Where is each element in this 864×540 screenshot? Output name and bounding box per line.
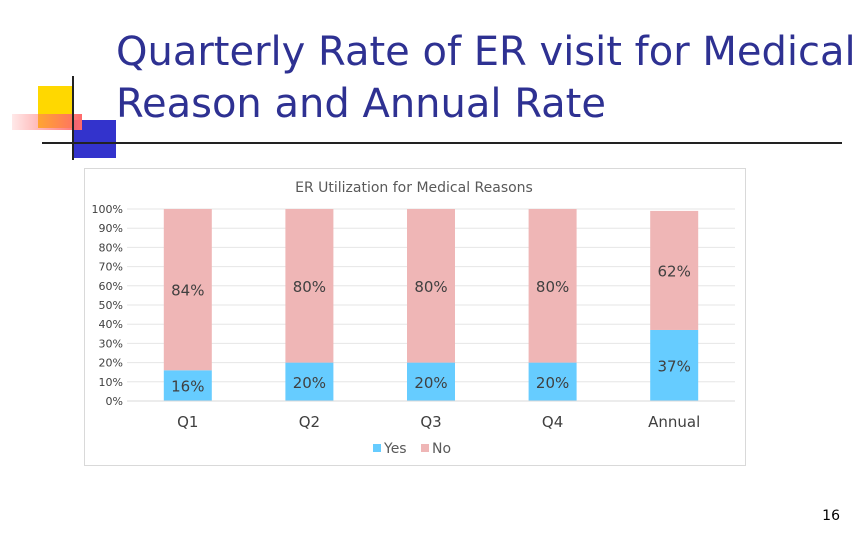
data-label-yes: 20% — [293, 374, 326, 392]
y-tick-label: 20% — [99, 357, 123, 370]
y-tick-label: 30% — [99, 337, 123, 350]
y-tick-label: 70% — [99, 261, 123, 274]
legend-swatch-yes — [373, 444, 381, 452]
decorative-horizontal-line — [42, 142, 842, 144]
bar-yes-q3 — [407, 362, 455, 401]
page-number: 16 — [822, 508, 840, 524]
legend-label-no: No — [432, 441, 451, 457]
y-tick-label: 100% — [92, 203, 123, 216]
bar-no-q3 — [407, 209, 455, 363]
bar-yes-q1 — [163, 370, 212, 401]
x-tick-label: Q3 — [420, 413, 441, 431]
data-label-no: 80% — [293, 278, 326, 296]
bar-no-annual — [650, 210, 699, 330]
data-label-no: 62% — [658, 262, 691, 280]
chart-title: ER Utilization for Medical Reasons — [295, 180, 533, 196]
bar-yes-q4 — [528, 362, 577, 401]
data-label-yes: 37% — [658, 357, 691, 375]
decorative-red-bar — [12, 114, 82, 130]
bar-no-q2 — [285, 209, 334, 363]
data-label-yes: 20% — [536, 374, 569, 392]
bar-no-q4 — [528, 209, 577, 363]
x-tick-label: Q4 — [542, 413, 563, 431]
data-label-no: 84% — [171, 282, 204, 300]
data-label-yes: 16% — [171, 378, 204, 396]
y-tick-label: 40% — [99, 318, 123, 331]
y-tick-label: 50% — [99, 299, 123, 312]
stacked-bar-chart: ER Utilization for Medical Reasons 0% 10% 2… — [92, 180, 735, 457]
decorative-vertical-line — [72, 76, 74, 160]
legend-swatch-no — [421, 444, 429, 452]
x-tick-label: Annual — [648, 413, 700, 431]
y-tick-label: 0% — [106, 395, 123, 408]
data-label-no: 80% — [414, 278, 447, 296]
bar-no-q1 — [163, 209, 212, 371]
x-tick-label: Q2 — [299, 413, 320, 431]
y-tick-label: 60% — [99, 280, 123, 293]
data-label-no: 80% — [536, 278, 569, 296]
y-tick-label: 90% — [99, 222, 123, 235]
bar-yes-annual — [650, 329, 699, 401]
legend-label-yes: Yes — [383, 441, 407, 457]
slide-title: Quarterly Rate of ER visit for Medical R… — [116, 29, 856, 127]
x-tick-label: Q1 — [177, 413, 198, 431]
data-label-yes: 20% — [414, 374, 447, 392]
y-tick-label: 80% — [99, 241, 123, 254]
bar-yes-q2 — [285, 362, 334, 401]
chart-area: ER Utilization for Medical Reasons 0% 10% 2… — [84, 168, 746, 466]
y-tick-label: 10% — [99, 376, 123, 389]
